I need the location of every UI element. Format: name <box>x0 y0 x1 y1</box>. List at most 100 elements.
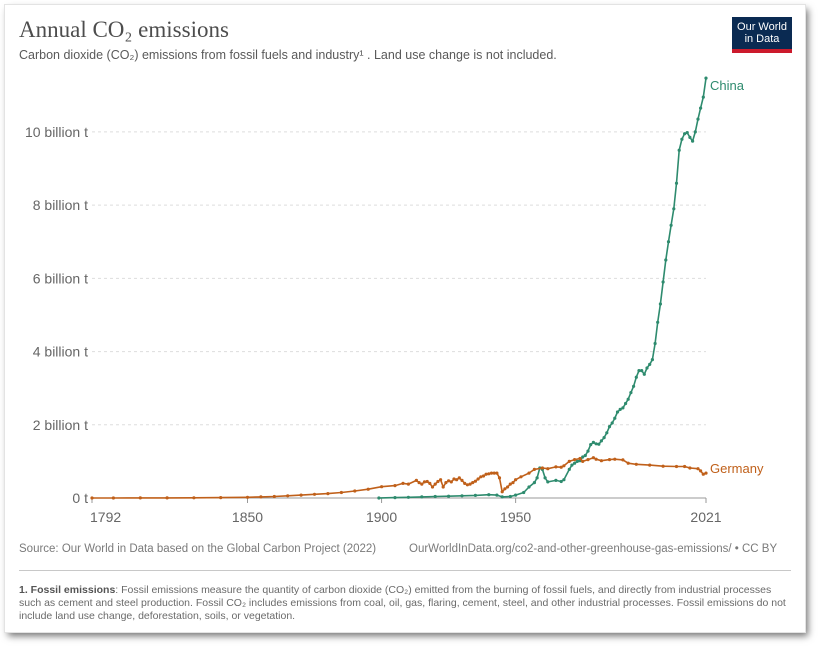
data-point-germany[interactable] <box>420 482 424 486</box>
data-point-germany[interactable] <box>519 475 523 479</box>
data-point-germany[interactable] <box>704 471 708 475</box>
data-point-germany[interactable] <box>414 478 418 482</box>
data-point-germany[interactable] <box>487 472 491 476</box>
data-point-china[interactable] <box>621 406 625 410</box>
data-point-germany[interactable] <box>219 496 223 500</box>
data-point-china[interactable] <box>562 478 566 482</box>
owid-logo[interactable]: Our World in Data <box>732 17 792 53</box>
series-line-germany[interactable] <box>92 456 707 499</box>
data-point-germany[interactable] <box>688 466 692 470</box>
data-point-china[interactable] <box>522 490 526 495</box>
data-point-china[interactable] <box>640 369 644 373</box>
data-point-germany[interactable] <box>417 481 421 485</box>
data-point-germany[interactable] <box>554 465 558 469</box>
data-point-china[interactable] <box>664 258 668 262</box>
data-point-germany[interactable] <box>90 496 94 500</box>
data-point-germany[interactable] <box>613 457 617 461</box>
data-point-china[interactable] <box>704 76 708 80</box>
data-point-germany[interactable] <box>192 496 196 500</box>
data-point-china[interactable] <box>567 467 571 471</box>
data-point-germany[interactable] <box>439 478 443 482</box>
data-point-china[interactable] <box>626 397 630 401</box>
data-point-china[interactable] <box>666 240 671 244</box>
data-point-china[interactable] <box>701 95 705 99</box>
data-point-germany[interactable] <box>425 479 429 484</box>
data-point-germany[interactable] <box>634 462 638 466</box>
data-point-china[interactable] <box>586 449 590 453</box>
data-point-germany[interactable] <box>326 492 330 496</box>
data-point-china[interactable] <box>597 442 601 446</box>
data-point-germany[interactable] <box>476 477 480 481</box>
data-point-germany[interactable] <box>406 482 410 486</box>
data-point-china[interactable] <box>699 106 703 110</box>
data-point-germany[interactable] <box>701 472 705 476</box>
data-point-germany[interactable] <box>683 464 687 469</box>
data-point-germany[interactable] <box>674 464 679 469</box>
data-point-germany[interactable] <box>573 458 577 462</box>
data-point-china[interactable] <box>473 493 477 497</box>
data-point-germany[interactable] <box>436 479 440 484</box>
data-point-china[interactable] <box>543 476 547 480</box>
data-point-germany[interactable] <box>463 481 467 485</box>
data-point-china[interactable] <box>591 440 596 444</box>
data-point-germany[interactable] <box>503 487 507 491</box>
data-point-germany[interactable] <box>393 484 397 488</box>
data-point-china[interactable] <box>602 436 606 440</box>
data-point-germany[interactable] <box>514 478 518 482</box>
data-point-china[interactable] <box>650 358 655 362</box>
data-point-china[interactable] <box>570 463 574 467</box>
data-point-china[interactable] <box>594 442 598 446</box>
data-point-germany[interactable] <box>401 481 405 485</box>
data-point-germany[interactable] <box>532 467 537 471</box>
data-point-germany[interactable] <box>286 494 290 498</box>
data-point-china[interactable] <box>546 480 550 484</box>
data-point-germany[interactable] <box>259 495 263 499</box>
data-point-china[interactable] <box>658 302 663 306</box>
data-point-germany[interactable] <box>366 487 370 491</box>
data-point-china[interactable] <box>632 384 636 388</box>
data-point-germany[interactable] <box>481 474 486 478</box>
data-point-germany[interactable] <box>527 471 531 475</box>
data-point-china[interactable] <box>487 493 491 497</box>
data-point-china[interactable] <box>645 366 649 370</box>
data-point-germany[interactable] <box>245 495 250 499</box>
data-point-germany[interactable] <box>465 483 469 487</box>
data-point-germany[interactable] <box>479 475 483 479</box>
data-point-china[interactable] <box>599 439 604 443</box>
data-point-germany[interactable] <box>457 476 461 480</box>
data-point-china[interactable] <box>393 496 397 500</box>
data-point-germany[interactable] <box>511 481 515 485</box>
data-point-china[interactable] <box>514 493 518 497</box>
data-point-germany[interactable] <box>540 466 545 470</box>
data-point-china[interactable] <box>648 362 652 366</box>
source-link[interactable]: OurWorldInData.org/co2-and-other-greenho… <box>409 543 778 555</box>
data-point-germany[interactable] <box>272 494 276 499</box>
data-point-china[interactable] <box>618 407 622 411</box>
data-point-china[interactable] <box>653 341 657 346</box>
data-point-germany[interactable] <box>648 463 652 467</box>
data-point-germany[interactable] <box>447 479 451 483</box>
data-point-germany[interactable] <box>586 458 590 462</box>
data-point-china[interactable] <box>629 391 633 395</box>
data-point-germany[interactable] <box>339 490 343 495</box>
data-point-germany[interactable] <box>607 458 612 462</box>
data-point-china[interactable] <box>637 369 641 373</box>
data-point-germany[interactable] <box>433 482 437 486</box>
data-point-germany[interactable] <box>460 478 464 482</box>
data-point-germany[interactable] <box>661 464 665 468</box>
data-point-germany[interactable] <box>165 496 169 500</box>
data-point-germany[interactable] <box>471 481 475 485</box>
data-point-germany[interactable] <box>497 476 502 480</box>
data-point-china[interactable] <box>669 223 673 227</box>
data-point-china[interactable] <box>696 117 700 121</box>
data-point-china[interactable] <box>377 496 381 500</box>
data-point-china[interactable] <box>680 137 684 141</box>
data-point-china[interactable] <box>607 425 612 429</box>
data-point-germany[interactable] <box>468 482 472 486</box>
data-point-china[interactable] <box>583 453 587 458</box>
data-point-germany[interactable] <box>299 493 303 497</box>
data-point-germany[interactable] <box>562 464 566 468</box>
data-point-china[interactable] <box>460 494 464 498</box>
data-point-germany[interactable] <box>422 480 427 484</box>
data-point-germany[interactable] <box>444 481 448 485</box>
